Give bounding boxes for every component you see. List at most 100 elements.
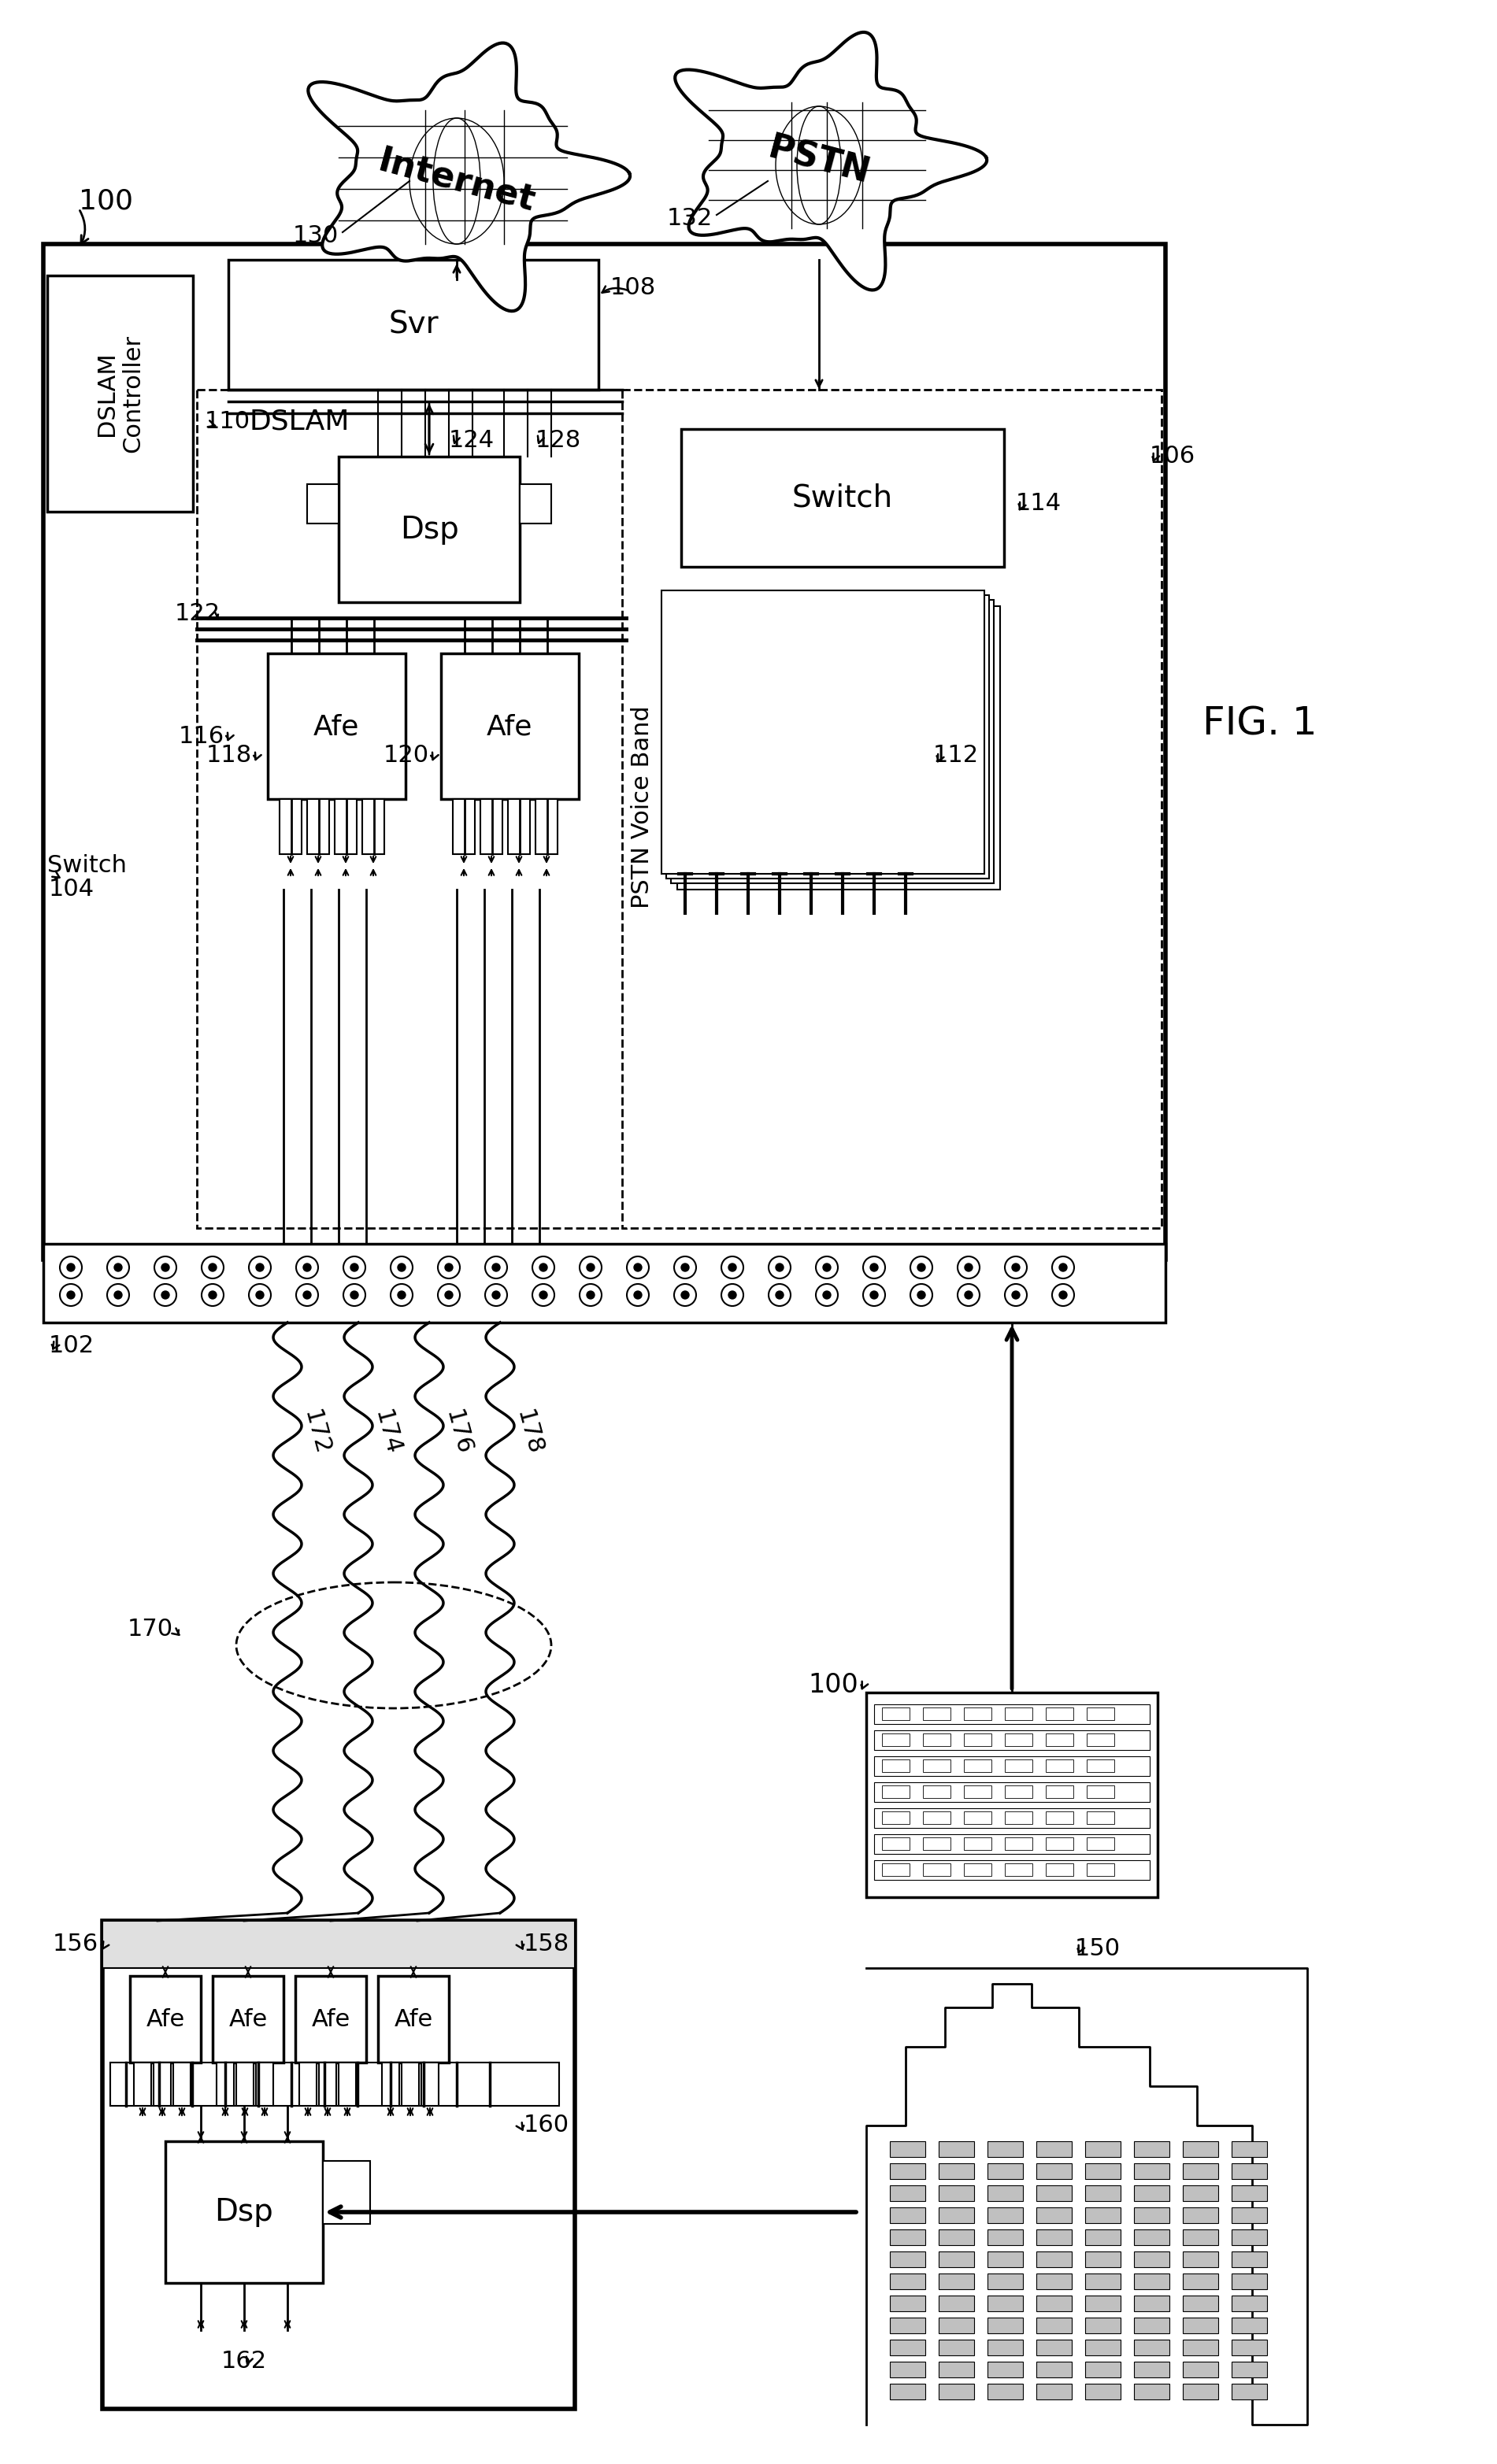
Circle shape [1052,1257,1075,1279]
Circle shape [154,1284,177,1306]
Bar [1183,2274,1219,2289]
Bar [988,2208,1022,2223]
Circle shape [108,1257,129,1279]
Bar [1183,2341,1219,2356]
Bar [874,1809,1150,1828]
Circle shape [296,1257,319,1279]
Bar [519,483,551,522]
Circle shape [304,1291,311,1299]
Circle shape [208,1264,217,1271]
Text: DSLAM
Controller: DSLAM Controller [94,335,144,453]
Bar [889,2361,925,2378]
Bar [1085,2361,1121,2378]
Bar [671,599,994,882]
Circle shape [485,1257,507,1279]
Bar [307,483,338,522]
Bar [988,2186,1022,2200]
Bar [964,1735,991,1747]
Bar [1232,2274,1266,2289]
Bar [237,2062,253,2107]
Bar [198,389,626,1227]
Circle shape [60,1257,82,1279]
Bar [964,1811,991,1823]
Circle shape [485,1284,507,1306]
Bar [421,2062,439,2107]
Circle shape [343,1284,365,1306]
Text: 172: 172 [299,1407,334,1459]
Bar [1133,2141,1169,2156]
Text: Afe: Afe [229,2008,268,2030]
Bar [924,1735,951,1747]
Text: 112: 112 [933,744,979,766]
Text: 132: 132 [666,207,713,229]
Bar [1036,2341,1072,2356]
Bar [1004,1735,1033,1747]
Bar [1232,2361,1266,2378]
Bar [1133,2383,1169,2400]
Bar [1087,1759,1114,1772]
Circle shape [445,1264,452,1271]
Circle shape [910,1257,933,1279]
Circle shape [1012,1291,1019,1299]
Bar [536,798,557,855]
Bar [1183,2186,1219,2200]
Bar [1046,1863,1073,1875]
Circle shape [296,1284,319,1306]
Bar [1133,2230,1169,2245]
Bar [130,1976,201,2062]
Circle shape [964,1264,973,1271]
Bar [1133,2274,1169,2289]
Bar [889,2383,925,2400]
Bar [1087,1786,1114,1799]
Bar [299,2062,316,2107]
Bar [1183,2230,1219,2245]
Text: Afe: Afe [487,712,533,739]
Bar [939,2361,975,2378]
Bar [1232,2296,1266,2311]
Circle shape [627,1257,648,1279]
Circle shape [1004,1257,1027,1279]
Bar [1183,2208,1219,2223]
Bar [882,1863,910,1875]
Text: Switch: Switch [792,483,894,513]
Text: FIG. 1: FIG. 1 [1202,705,1317,744]
Bar [102,1922,575,1969]
Text: 130: 130 [293,224,338,246]
Circle shape [729,1291,737,1299]
Bar [623,389,1162,1227]
Bar [1087,1708,1114,1720]
Bar [1232,2252,1266,2267]
Bar [939,2186,975,2200]
Bar [1036,2163,1072,2178]
Bar [268,653,406,798]
Text: Switch: Switch [48,855,127,877]
Bar [338,456,519,601]
Circle shape [108,1284,129,1306]
Circle shape [722,1284,744,1306]
Circle shape [208,1291,217,1299]
Circle shape [579,1284,602,1306]
Bar [154,2062,171,2107]
Circle shape [627,1284,648,1306]
Bar [924,1811,951,1823]
Bar [1183,2383,1219,2400]
Bar [1133,2208,1169,2223]
Bar [1183,2296,1219,2311]
Circle shape [958,1257,979,1279]
Polygon shape [308,42,630,310]
Circle shape [775,1291,783,1299]
Bar [1085,2141,1121,2156]
Bar [1085,2274,1121,2289]
Bar [964,1838,991,1850]
Bar [964,1786,991,1799]
Text: 100: 100 [808,1671,858,1698]
Circle shape [816,1284,838,1306]
Bar [1133,2252,1169,2267]
Circle shape [1060,1264,1067,1271]
Bar [964,1759,991,1772]
Circle shape [722,1257,744,1279]
Bar [939,2341,975,2356]
Bar [1183,2361,1219,2378]
Bar [1232,2319,1266,2333]
Bar [889,2274,925,2289]
